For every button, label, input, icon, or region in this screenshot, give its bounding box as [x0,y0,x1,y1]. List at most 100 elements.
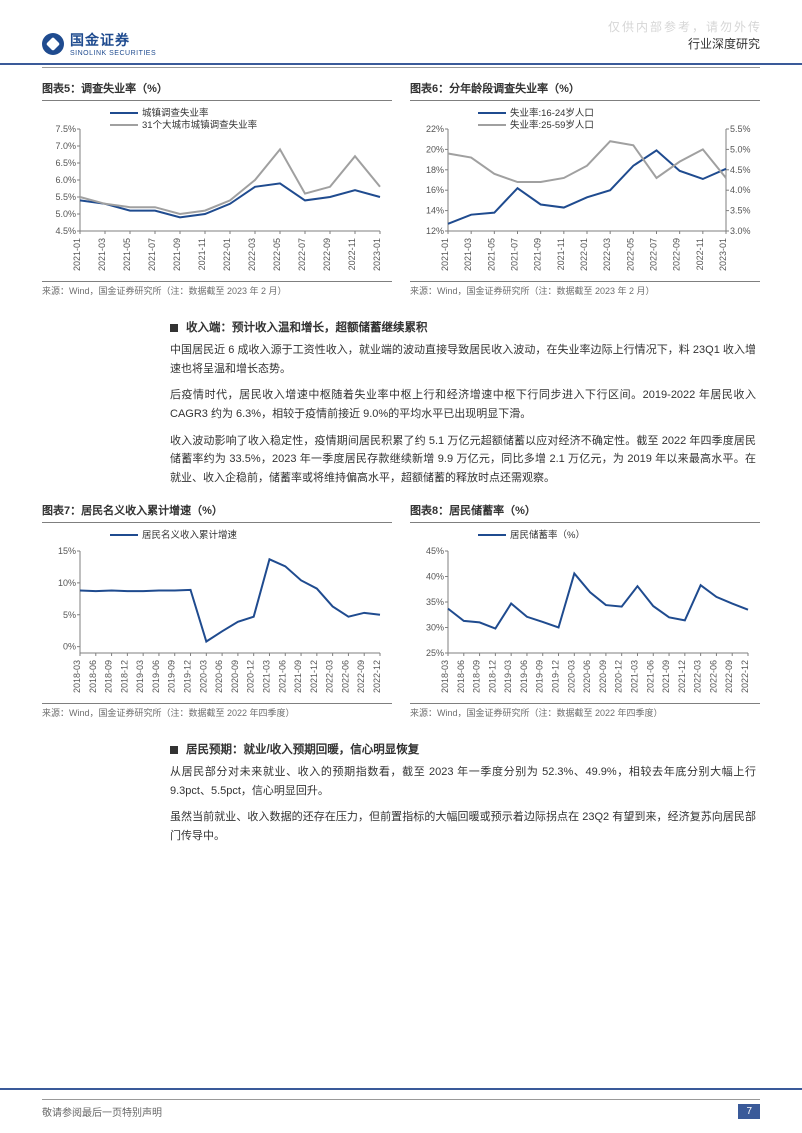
svg-text:2021-12: 2021-12 [309,660,319,693]
svg-text:2018-06: 2018-06 [456,660,466,693]
svg-text:40%: 40% [426,571,444,581]
svg-text:2020-06: 2020-06 [214,660,224,693]
svg-text:2019-03: 2019-03 [135,660,145,693]
svg-text:35%: 35% [426,597,444,607]
svg-text:居民储蓄率（%）: 居民储蓄率（%） [510,529,585,541]
svg-text:2020-03: 2020-03 [198,660,208,693]
svg-text:2021-11: 2021-11 [197,238,207,270]
svg-text:7.5%: 7.5% [55,124,76,134]
svg-text:5.0%: 5.0% [55,209,76,219]
chart5-column: 图表5：调查失业率（%） 城镇调查失业率31个大城市城镇调查失业率4.5%5.0… [42,80,392,307]
chart8-title: 图表8：居民储蓄率（%） [410,502,760,518]
chart8-source: 来源：Wind，国金证券研究所（注：数据截至 2022 年四季度） [410,706,760,719]
svg-text:2019-12: 2019-12 [551,660,561,693]
svg-text:2021-09: 2021-09 [172,238,182,271]
svg-text:2022-05: 2022-05 [272,238,282,271]
svg-text:2020-12: 2020-12 [246,660,256,693]
chart-row-2: 图表7：居民名义收入累计增速（%） 居民名义收入累计增速0%5%10%15%20… [42,502,760,729]
page-number: 7 [738,1104,760,1119]
svg-text:7.0%: 7.0% [55,141,76,151]
svg-text:2022-03: 2022-03 [247,238,257,271]
svg-text:2021-11: 2021-11 [556,238,566,270]
svg-text:2021-01: 2021-01 [440,238,450,271]
svg-text:2022-06: 2022-06 [708,660,718,693]
svg-text:4.5%: 4.5% [55,226,76,236]
chart6-column: 图表6：分年龄段调查失业率（%） 失业率:16-24岁人口失业率:25-59岁人… [410,80,760,307]
svg-text:2022-12: 2022-12 [372,660,382,693]
svg-text:15%: 15% [58,546,76,556]
svg-text:2019-09: 2019-09 [535,660,545,693]
svg-text:5.0%: 5.0% [730,144,751,154]
svg-text:12%: 12% [426,226,444,236]
svg-text:2020-09: 2020-09 [598,660,608,693]
svg-text:14%: 14% [426,206,444,216]
svg-text:3.5%: 3.5% [730,206,751,216]
bullet-square-icon [170,324,178,332]
svg-text:2021-05: 2021-05 [486,238,496,271]
chart-row-1: 图表5：调查失业率（%） 城镇调查失业率31个大城市城镇调查失业率4.5%5.0… [42,80,760,307]
svg-text:2021-12: 2021-12 [677,660,687,693]
svg-text:2020-12: 2020-12 [614,660,624,693]
svg-text:5.5%: 5.5% [55,192,76,202]
paragraph-1: 中国居民近 6 成收入源于工资性收入，就业端的波动直接导致居民收入波动，在失业率… [170,341,756,378]
svg-text:2022-03: 2022-03 [325,660,335,693]
chart7-title: 图表7：居民名义收入累计增速（%） [42,502,392,518]
svg-text:2023-01: 2023-01 [372,238,382,271]
svg-text:2022-07: 2022-07 [297,238,307,271]
svg-text:失业率:25-59岁人口: 失业率:25-59岁人口 [510,119,594,131]
logo-text-cn: 国金证券 [70,30,156,50]
svg-text:2021-01: 2021-01 [72,238,82,271]
svg-text:2020-06: 2020-06 [582,660,592,693]
chart6-source: 来源：Wind，国金证券研究所（注：数据截至 2023 年 2 月） [410,284,760,297]
section1-head-text: 收入端：预计收入温和增长，超额储蓄继续累积 [186,322,428,334]
watermark-text: 仅供内部参考，请勿外传 [608,18,762,35]
svg-text:居民名义收入累计增速: 居民名义收入累计增速 [142,529,238,541]
svg-text:2021-07: 2021-07 [147,238,157,271]
svg-text:2023-01: 2023-01 [718,238,728,271]
logo-text-en: SINOLINK SECURITIES [70,50,156,57]
section2-head: 居民预期：就业/收入预期回暖，信心明显恢复 [170,741,756,757]
bullet-square-icon [170,746,178,754]
chart5-source: 来源：Wind，国金证券研究所（注：数据截至 2023 年 2 月） [42,284,392,297]
svg-text:2019-03: 2019-03 [503,660,513,693]
chart8-svg: 居民储蓄率（%）25%30%35%40%45%2018-032018-06201… [410,523,760,703]
svg-text:2022-03: 2022-03 [602,238,612,271]
svg-text:2021-06: 2021-06 [277,660,287,693]
text-block-1: 收入端：预计收入温和增长，超额储蓄继续累积 中国居民近 6 成收入源于工资性收入… [170,319,760,488]
svg-text:2022-01: 2022-01 [222,238,232,271]
header-category: 行业深度研究 [688,35,760,52]
svg-text:2018-12: 2018-12 [119,660,129,693]
svg-text:5.5%: 5.5% [730,124,751,134]
page-container: 仅供内部参考，请勿外传 国金证券 SINOLINK SECURITIES 行业深… [0,0,802,1133]
paragraph-3: 收入波动影响了收入稳定性，疫情期间居民积累了约 5.1 万亿元超额储蓄以应对经济… [170,432,756,488]
svg-text:城镇调查失业率: 城镇调查失业率 [142,107,209,119]
svg-text:2022-09: 2022-09 [322,238,332,271]
svg-text:22%: 22% [426,124,444,134]
svg-text:2019-12: 2019-12 [183,660,193,693]
chart5-title: 图表5：调查失业率（%） [42,80,392,96]
svg-text:2020-03: 2020-03 [566,660,576,693]
svg-text:18%: 18% [426,165,444,175]
svg-text:2021-09: 2021-09 [293,660,303,693]
svg-text:20%: 20% [426,144,444,154]
section2-head-text: 居民预期：就业/收入预期回暖，信心明显恢复 [186,744,419,756]
content-area: 图表5：调查失业率（%） 城镇调查失业率31个大城市城镇调查失业率4.5%5.0… [0,80,802,846]
header-divider [42,67,760,68]
chart6-svg: 失业率:16-24岁人口失业率:25-59岁人口12%14%16%18%20%2… [410,101,760,281]
svg-text:2018-09: 2018-09 [104,660,114,693]
svg-text:16%: 16% [426,185,444,195]
svg-text:3.0%: 3.0% [730,226,751,236]
svg-text:2021-03: 2021-03 [97,238,107,271]
svg-text:2022-03: 2022-03 [693,660,703,693]
chart8-column: 图表8：居民储蓄率（%） 居民储蓄率（%）25%30%35%40%45%2018… [410,502,760,729]
svg-text:6.5%: 6.5% [55,158,76,168]
text-block-2: 居民预期：就业/收入预期回暖，信心明显恢复 从居民部分对未来就业、收入的预期指数… [170,741,760,846]
section1-head: 收入端：预计收入温和增长，超额储蓄继续累积 [170,319,756,335]
svg-text:4.0%: 4.0% [730,185,751,195]
svg-text:2022-06: 2022-06 [340,660,350,693]
logo-icon [42,33,64,55]
svg-text:2022-11: 2022-11 [695,238,705,270]
svg-text:2022-09: 2022-09 [356,660,366,693]
paragraph-5: 虽然当前就业、收入数据的还存在压力，但前置指标的大幅回暖或预示着边际拐点在 23… [170,808,756,845]
svg-text:4.5%: 4.5% [730,165,751,175]
